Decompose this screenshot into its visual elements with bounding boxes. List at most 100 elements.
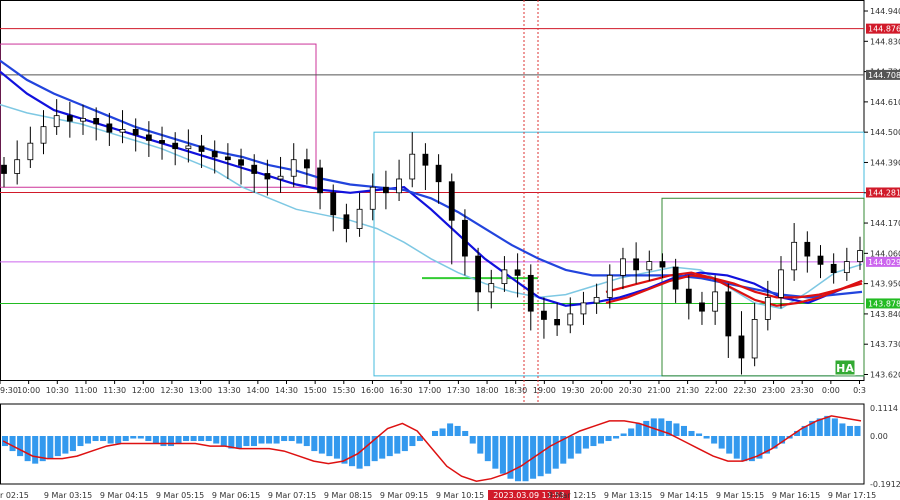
- macd-histogram-bar[interactable]: [160, 436, 167, 447]
- candlestick[interactable]: [343, 203, 350, 243]
- price-chart-panel[interactable]: HA: [0, 0, 865, 484]
- macd-histogram-bar[interactable]: [522, 436, 529, 482]
- macd-histogram-bar[interactable]: [205, 436, 212, 442]
- macd-histogram-bar[interactable]: [718, 436, 725, 449]
- candlestick[interactable]: [527, 264, 534, 331]
- candlestick[interactable]: [817, 245, 824, 279]
- macd-histogram-bar[interactable]: [152, 436, 159, 444]
- macd-histogram-bar[interactable]: [658, 418, 665, 436]
- macd-histogram-bar[interactable]: [763, 436, 770, 454]
- candlestick[interactable]: [593, 283, 600, 314]
- candlestick[interactable]: [488, 269, 495, 309]
- macd-histogram-bar[interactable]: [318, 436, 325, 454]
- candlestick[interactable]: [80, 104, 86, 135]
- macd-histogram-bar[interactable]: [409, 436, 416, 447]
- macd-histogram-bar[interactable]: [311, 436, 318, 452]
- candlestick[interactable]: [738, 311, 745, 375]
- macd-histogram-bar[interactable]: [432, 430, 439, 436]
- macd-histogram-bar[interactable]: [77, 436, 84, 447]
- candlestick[interactable]: [119, 110, 126, 144]
- macd-histogram-bar[interactable]: [416, 436, 423, 442]
- candlestick[interactable]: [554, 302, 561, 336]
- macd-histogram-bar[interactable]: [250, 436, 257, 447]
- candlestick[interactable]: [501, 256, 508, 292]
- candlestick[interactable]: [725, 283, 732, 358]
- candlestick[interactable]: [303, 148, 310, 185]
- macd-histogram-bar[interactable]: [454, 425, 461, 436]
- macd-histogram-bar[interactable]: [266, 436, 273, 444]
- annotation-rectangle[interactable]: [0, 43, 317, 188]
- macd-histogram-bar[interactable]: [696, 433, 703, 436]
- macd-histogram-bar[interactable]: [771, 436, 778, 449]
- macd-histogram-bar[interactable]: [394, 436, 401, 454]
- macd-histogram-bar[interactable]: [371, 436, 378, 462]
- macd-histogram-bar[interactable]: [726, 436, 733, 454]
- macd-histogram-bar[interactable]: [341, 436, 348, 464]
- macd-histogram-bar[interactable]: [665, 420, 672, 436]
- macd-histogram-bar[interactable]: [575, 436, 582, 454]
- macd-histogram-bar[interactable]: [326, 436, 333, 457]
- macd-histogram-bar[interactable]: [756, 436, 763, 459]
- macd-histogram-bar[interactable]: [492, 436, 499, 469]
- candlestick[interactable]: [435, 154, 442, 204]
- candlestick[interactable]: [27, 126, 34, 168]
- macd-histogram-bar[interactable]: [499, 436, 506, 474]
- macd-histogram-bar[interactable]: [741, 436, 748, 462]
- macd-histogram-bar[interactable]: [688, 430, 695, 436]
- macd-histogram-bar[interactable]: [643, 420, 650, 436]
- macd-histogram-bar[interactable]: [288, 436, 295, 442]
- macd-histogram-bar[interactable]: [620, 433, 627, 436]
- candlestick[interactable]: [685, 275, 692, 320]
- macd-histogram-bar[interactable]: [401, 436, 408, 452]
- macd-histogram-bar[interactable]: [809, 420, 816, 436]
- candlestick[interactable]: [264, 159, 271, 196]
- macd-histogram-bar[interactable]: [137, 436, 144, 439]
- candlestick[interactable]: [541, 297, 547, 339]
- candlestick[interactable]: [383, 170, 389, 210]
- candlestick[interactable]: [330, 184, 337, 232]
- macd-histogram-bar[interactable]: [477, 436, 484, 454]
- macd-histogram-bar[interactable]: [122, 436, 129, 442]
- macd-histogram-bar[interactable]: [386, 436, 393, 457]
- macd-histogram-bar[interactable]: [17, 436, 24, 457]
- candlestick[interactable]: [620, 247, 626, 290]
- macd-histogram-bar[interactable]: [635, 423, 642, 436]
- macd-histogram-bar[interactable]: [54, 436, 61, 457]
- macd-histogram-bar[interactable]: [545, 436, 552, 474]
- candlestick[interactable]: [317, 159, 323, 210]
- candlestick[interactable]: [1, 156, 7, 188]
- macd-histogram-bar[interactable]: [145, 436, 152, 442]
- macd-histogram-bar[interactable]: [69, 436, 76, 452]
- macd-histogram-bar[interactable]: [650, 418, 657, 436]
- macd-histogram-bar[interactable]: [167, 436, 175, 447]
- candlestick[interactable]: [409, 132, 416, 188]
- macd-histogram-bar[interactable]: [107, 436, 114, 444]
- candlestick[interactable]: [699, 291, 705, 325]
- candlestick[interactable]: [567, 297, 574, 334]
- macd-histogram-bar[interactable]: [560, 436, 567, 464]
- candlestick[interactable]: [514, 253, 521, 298]
- macd-histogram-bar[interactable]: [748, 436, 755, 462]
- macd-histogram-bar[interactable]: [9, 436, 16, 452]
- candlestick[interactable]: [251, 154, 258, 193]
- macd-histogram-bar[interactable]: [567, 436, 574, 459]
- macd-histogram-bar[interactable]: [47, 436, 54, 459]
- candlestick[interactable]: [791, 223, 798, 281]
- macd-histogram-bar[interactable]: [220, 436, 227, 447]
- macd-histogram-bar[interactable]: [779, 436, 786, 444]
- candlestick[interactable]: [132, 118, 139, 152]
- macd-histogram-bar[interactable]: [303, 436, 310, 447]
- macd-histogram-bar[interactable]: [92, 436, 99, 442]
- macd-histogram-bar[interactable]: [507, 436, 514, 479]
- candlestick[interactable]: [751, 302, 758, 367]
- candlestick[interactable]: [185, 129, 192, 163]
- macd-histogram-bar[interactable]: [183, 436, 190, 442]
- candlestick[interactable]: [633, 242, 640, 284]
- candlestick[interactable]: [659, 253, 666, 279]
- candlestick[interactable]: [422, 143, 429, 190]
- candlestick[interactable]: [475, 247, 481, 312]
- candlestick[interactable]: [764, 280, 771, 331]
- macd-histogram-bar[interactable]: [190, 436, 197, 442]
- candlestick[interactable]: [172, 132, 179, 166]
